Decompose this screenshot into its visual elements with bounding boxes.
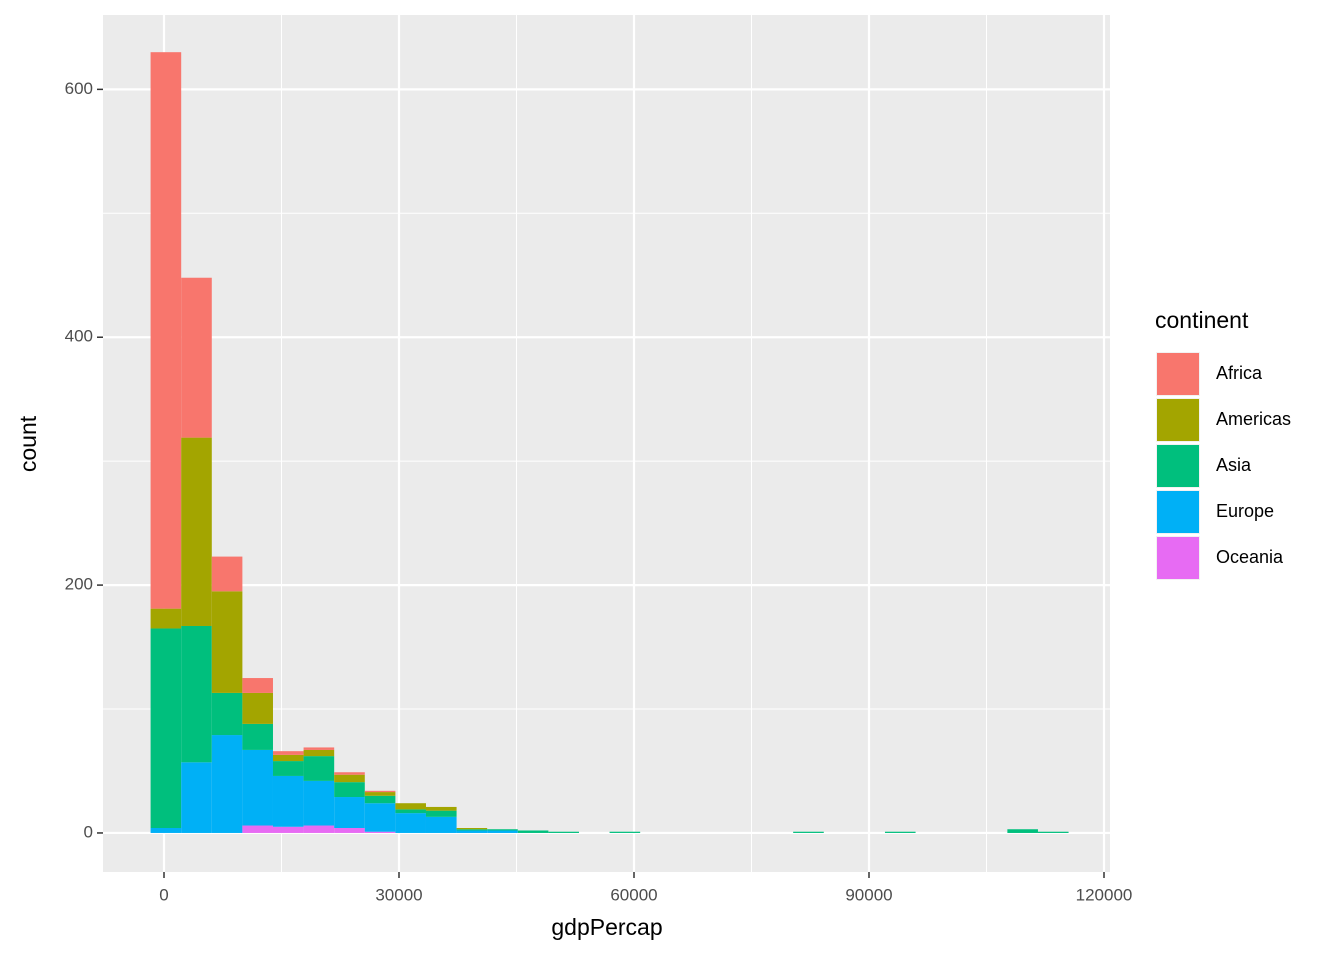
legend-swatch — [1157, 445, 1199, 487]
bar-segment — [456, 830, 488, 833]
bar-segment — [487, 829, 518, 831]
bar-segment — [181, 762, 212, 833]
legend-title: continent — [1155, 307, 1249, 333]
bar-segment — [272, 775, 304, 827]
y-tick-label: 400 — [65, 327, 93, 346]
bar-segment — [364, 831, 396, 833]
bar-segment — [793, 831, 824, 833]
legend-swatch — [1157, 399, 1199, 441]
bars — [150, 52, 1069, 833]
y-tick-label: 200 — [65, 575, 93, 594]
bar-segment — [364, 803, 396, 832]
bar-segment — [425, 806, 457, 811]
bar-segment — [303, 825, 335, 833]
x-tick-label: 120000 — [1076, 885, 1133, 904]
bar-segment — [242, 749, 273, 826]
bar-segment — [181, 277, 212, 438]
bar-segment — [395, 813, 426, 833]
bar-segment — [242, 825, 273, 833]
bar-segment — [425, 810, 457, 817]
bar-segment — [211, 591, 243, 693]
bar-segment — [211, 556, 243, 592]
bar-segment — [181, 437, 212, 626]
legend-swatch — [1157, 537, 1199, 579]
bar-segment — [211, 735, 243, 833]
bar-segment — [884, 831, 916, 833]
bar-segment — [303, 747, 335, 750]
legend-label: Oceania — [1216, 547, 1284, 567]
bar-segment — [242, 692, 273, 724]
bar-segment — [150, 828, 182, 833]
bar-segment — [364, 790, 396, 793]
legend: Africa Americas Asia Europe Oceania — [1156, 352, 1291, 580]
bar-segment — [272, 751, 304, 755]
legend-swatch — [1157, 491, 1199, 533]
bar-segment — [150, 52, 182, 609]
y-tick-label: 600 — [65, 79, 93, 98]
legend-label: Europe — [1216, 501, 1274, 521]
bar-segment — [364, 795, 396, 804]
bar-segment — [334, 774, 365, 783]
bar-segment — [609, 831, 641, 833]
x-tick-label: 30000 — [375, 885, 422, 904]
bar-segment — [242, 678, 273, 693]
bar-segment — [334, 797, 365, 829]
x-tick-label: 90000 — [845, 885, 892, 904]
bar-segment — [334, 782, 365, 798]
bar-segment — [334, 828, 365, 833]
legend-label: Americas — [1216, 409, 1291, 429]
axes: 0 30000 60000 90000 120000 0 200 400 600 — [65, 79, 1133, 905]
x-axis-title: gdpPercap — [551, 914, 662, 940]
bar-segment — [242, 723, 273, 750]
bar-segment — [487, 830, 518, 833]
bar-segment — [303, 780, 335, 826]
bar-segment — [548, 831, 579, 833]
bar-segment — [517, 830, 549, 833]
y-axis-title: count — [15, 415, 41, 472]
bar-segment — [425, 816, 457, 833]
bar-segment — [334, 772, 365, 775]
bar-segment — [150, 628, 182, 829]
bar-segment — [1007, 829, 1038, 833]
bar-segment — [211, 692, 243, 736]
bar-segment — [272, 761, 304, 776]
bar-segment — [272, 754, 304, 762]
bar-segment — [395, 809, 426, 814]
bar-segment — [364, 792, 396, 796]
y-tick-label: 0 — [84, 822, 93, 841]
bar-segment — [303, 749, 335, 757]
bar-segment — [303, 756, 335, 781]
bar-segment — [150, 608, 182, 629]
legend-label: Asia — [1216, 455, 1252, 475]
x-tick-label: 60000 — [610, 885, 657, 904]
bar-segment — [272, 826, 304, 833]
bar-segment — [1037, 831, 1069, 833]
legend-swatch — [1157, 353, 1199, 395]
bar-segment — [456, 828, 488, 830]
bar-segment — [395, 803, 426, 810]
x-tick-label: 0 — [159, 885, 168, 904]
bar-segment — [181, 625, 212, 763]
legend-label: Africa — [1216, 363, 1263, 383]
bar-segment — [456, 829, 488, 831]
